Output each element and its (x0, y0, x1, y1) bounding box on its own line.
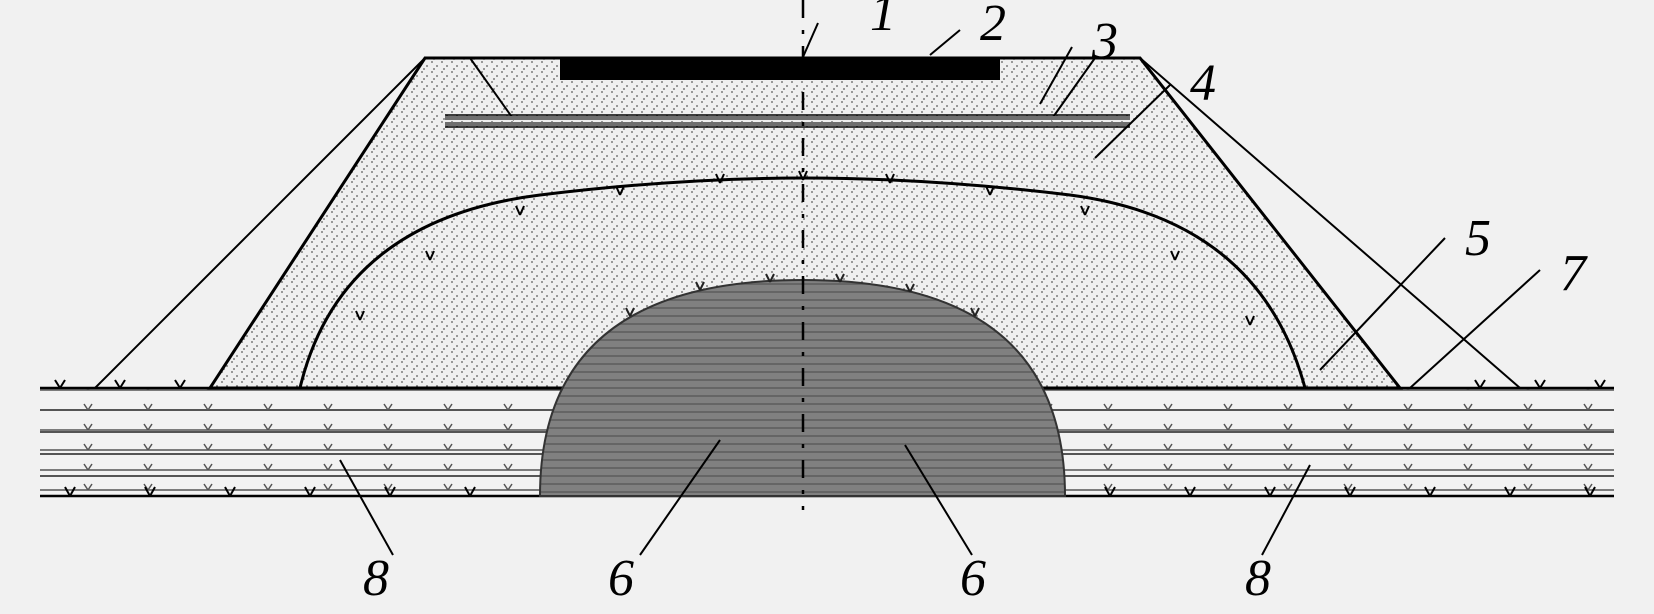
label-2: 2 (980, 0, 1006, 52)
label-8-right: 8 (1245, 550, 1271, 607)
label-5: 5 (1465, 210, 1491, 267)
label-6-right: 6 (960, 550, 986, 607)
label-3: 3 (1091, 13, 1118, 70)
label-4: 4 (1190, 55, 1216, 112)
label-1: 1 (870, 0, 896, 42)
label-8-left: 8 (363, 550, 389, 607)
pavement-bar (560, 58, 1000, 80)
label-7: 7 (1560, 245, 1588, 302)
label-6-left: 6 (608, 550, 634, 607)
cross-section-diagram: 1 2 3 4 5 7 6 6 8 8 (0, 0, 1654, 614)
